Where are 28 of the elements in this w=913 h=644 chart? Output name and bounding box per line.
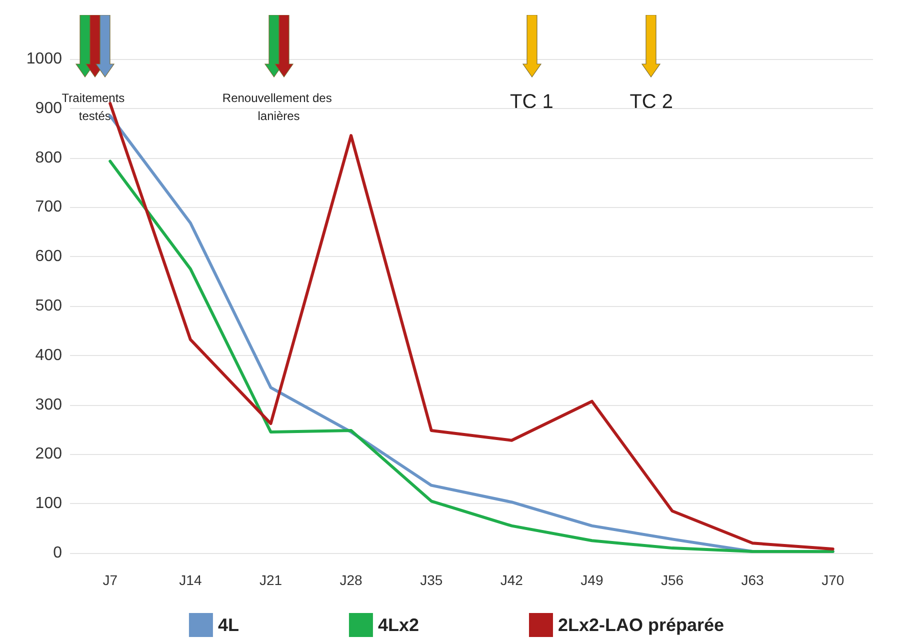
y-tick-label: 400 (35, 346, 62, 364)
y-tick-label: 300 (35, 396, 62, 414)
x-tick-label: J63 (741, 572, 764, 588)
x-tick-label: J7 (102, 572, 118, 588)
legend-label: 4Lx2 (378, 615, 419, 635)
annotation: TC 1 (510, 91, 554, 113)
annotation: Traitements testés (62, 91, 128, 123)
x-tick-label: J21 (259, 572, 282, 588)
y-tick-label: 900 (35, 100, 62, 117)
x-tick-label: J14 (179, 572, 202, 588)
y-tick-label: 0 (53, 544, 62, 562)
annotation: Renouvellement des lanières (222, 91, 336, 123)
y-tick-label: 500 (35, 298, 62, 314)
x-tick-label: J28 (340, 572, 363, 588)
y-tick-label: 1000 (26, 50, 62, 68)
x-tick-label: J49 (580, 572, 604, 588)
x-tick-label: J42 (500, 572, 524, 588)
y-tick-label: 700 (35, 198, 62, 216)
y-tick-label: 100 (35, 495, 62, 512)
legend-label: 2Lx2-LAO préparée (558, 615, 724, 635)
y-tick-label: 600 (35, 248, 62, 266)
y-tick-label: 200 (35, 446, 62, 463)
x-tick-label: J56 (660, 572, 684, 588)
x-tick-label: J35 (420, 572, 443, 588)
x-tick-label: J70 (822, 572, 844, 588)
annotation: TC 2 (630, 91, 674, 113)
y-tick-label: 800 (35, 149, 62, 166)
legend-label: 4L (218, 615, 239, 635)
